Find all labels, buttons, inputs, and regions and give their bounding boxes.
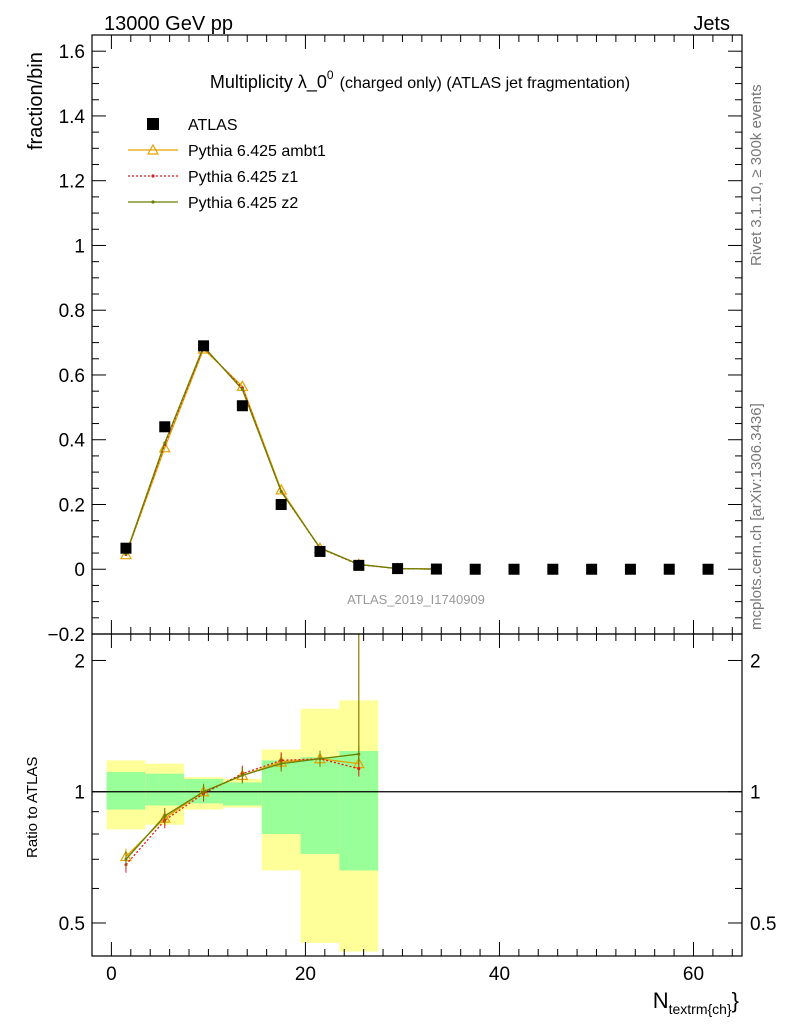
data-point <box>120 542 132 554</box>
legend-label: ATLAS <box>188 117 238 134</box>
x-tick-label: 20 <box>295 964 316 985</box>
main-ytick-label: 0.6 <box>59 366 85 387</box>
green-band <box>106 771 146 810</box>
data-point <box>353 559 365 571</box>
green-band <box>261 760 301 834</box>
series-line-2 <box>125 345 437 570</box>
mc-point <box>240 388 244 392</box>
ratio-point <box>357 767 361 771</box>
mc-point <box>275 483 288 495</box>
legend-marker <box>147 118 159 130</box>
ratio-ytick-label-left: 2 <box>74 651 85 672</box>
x-axis-label-main: N <box>653 988 669 1013</box>
ratio-frame <box>91 633 743 957</box>
ratio-point <box>279 762 283 766</box>
main-title: Multiplicity λ_00 (charged only) (ATLAS j… <box>210 68 630 93</box>
ratio-point <box>240 773 244 777</box>
data-point <box>392 563 404 575</box>
series-line-0 <box>125 347 437 570</box>
ratio-point <box>202 790 206 794</box>
ratio-ytick-label-right: 1 <box>750 783 761 804</box>
legend-marker <box>146 143 160 155</box>
main-ytick-label: 0.4 <box>59 431 86 452</box>
data-point <box>430 563 442 575</box>
main-ytick-label: −0.2 <box>47 625 85 646</box>
legend-label: Pythia 6.425 z2 <box>188 195 298 212</box>
legend-label: Pythia 6.425 ambt1 <box>188 143 326 160</box>
legend-label: Pythia 6.425 z1 <box>188 169 298 186</box>
data-point <box>314 545 326 557</box>
main-ytick-label: 0 <box>74 560 85 581</box>
x-axis-label-sub: textrm{ch} <box>669 1001 732 1017</box>
header-right: Jets <box>693 13 730 35</box>
header-left: 13000 GeV pp <box>104 13 233 35</box>
ratio-ytick-label-right: 0.5 <box>750 914 776 935</box>
data-point <box>663 563 675 575</box>
ratio-point <box>124 857 128 861</box>
mc-point <box>158 441 171 453</box>
legend-marker <box>151 200 155 204</box>
mcplots-label: mcplots.cern.ch [arXiv:1306.3436] <box>748 403 765 630</box>
ratio-ytick-label-right: 2 <box>750 651 761 672</box>
mc-point <box>119 548 132 560</box>
main-title-suffix: (charged only) (ATLAS jet fragmentation) <box>340 75 631 92</box>
ratio-point <box>163 814 167 818</box>
x-tick-label: 0 <box>106 964 117 985</box>
ratio-panel <box>119 634 365 873</box>
data-point <box>198 340 210 352</box>
data-point <box>159 421 171 433</box>
green-band <box>145 773 185 806</box>
ratio-ytick-label-left: 0.5 <box>59 914 85 935</box>
x-axis-label: Ntextrm{ch}} <box>653 988 739 1017</box>
frames: −0.200.20.40.60.811.21.41.60 20 40 600.5 0.5… <box>47 34 776 985</box>
main-ytick-label: 0.2 <box>59 495 85 516</box>
x-tick-label: 60 <box>683 964 704 985</box>
data-point <box>469 563 481 575</box>
data-point <box>586 563 598 575</box>
rivet-label: Rivet 3.1.10, ≥ 300k events <box>748 84 765 266</box>
ratio-point <box>318 757 322 761</box>
data-point <box>702 563 714 575</box>
ratio-ylabel: Ratio to ATLAS <box>24 757 41 858</box>
main-ylabel: fraction/bin <box>25 52 47 150</box>
data-point <box>275 498 287 510</box>
main-panel <box>119 340 714 575</box>
series-line-1 <box>125 346 437 570</box>
ratio-bands <box>92 700 742 952</box>
main-ytick-label: 0.8 <box>59 301 85 322</box>
legend: ATLAS Pythia 6.425 ambt1 Pythia 6.425 z1 Py… <box>128 117 326 212</box>
data-point <box>508 563 520 575</box>
main-ytick-label: 1 <box>74 236 85 257</box>
x-tick-label: 40 <box>489 964 510 985</box>
data-point <box>624 563 636 575</box>
watermark: ATLAS_2019_I1740909 <box>347 592 485 607</box>
legend-marker <box>151 174 155 178</box>
main-ytick-label: 1.4 <box>59 107 86 128</box>
main-ytick-label: 1.2 <box>59 172 85 193</box>
mc-point <box>163 441 167 445</box>
main-title-text: Multiplicity λ_0 <box>210 72 327 93</box>
main-ytick-label: 1.6 <box>59 42 85 63</box>
data-point <box>547 563 559 575</box>
mc-point <box>279 490 283 494</box>
data-point <box>236 400 248 412</box>
green-band <box>222 782 262 806</box>
green-band <box>300 757 340 854</box>
ratio-ytick-label-left: 1 <box>74 783 85 804</box>
main-title-sup: 0 <box>327 68 334 82</box>
